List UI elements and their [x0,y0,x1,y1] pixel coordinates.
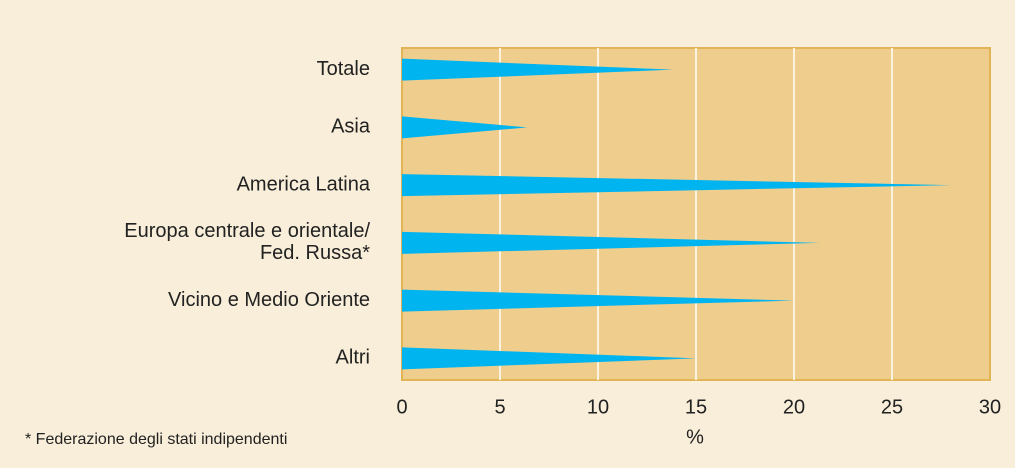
bar [402,289,794,312]
footnote: * Federazione degli stati indipendenti [25,431,287,448]
x-tick-label: 5 [494,396,505,418]
y-tick-label: Europa centrale e orientale/Fed. Russa* [124,220,370,264]
y-tick-label: America Latina [237,173,371,195]
bar [402,174,951,197]
bar [402,58,673,81]
x-tick-label: 25 [881,396,903,418]
x-tick-label: 20 [783,396,805,418]
x-axis-label: % [686,426,704,448]
x-tick-label: 10 [587,396,609,418]
x-tick-label: 0 [396,396,407,418]
x-tick-label: 30 [979,396,1001,418]
x-tick-label: 15 [685,396,707,418]
y-tick-label: Altri [336,347,370,369]
bar [402,116,528,139]
bar [402,347,696,370]
y-tick-label: Vicino e Medio Oriente [168,289,370,311]
y-tick-label: Asia [331,116,371,138]
bar [402,231,820,254]
y-tick-label: Totale [317,58,370,80]
